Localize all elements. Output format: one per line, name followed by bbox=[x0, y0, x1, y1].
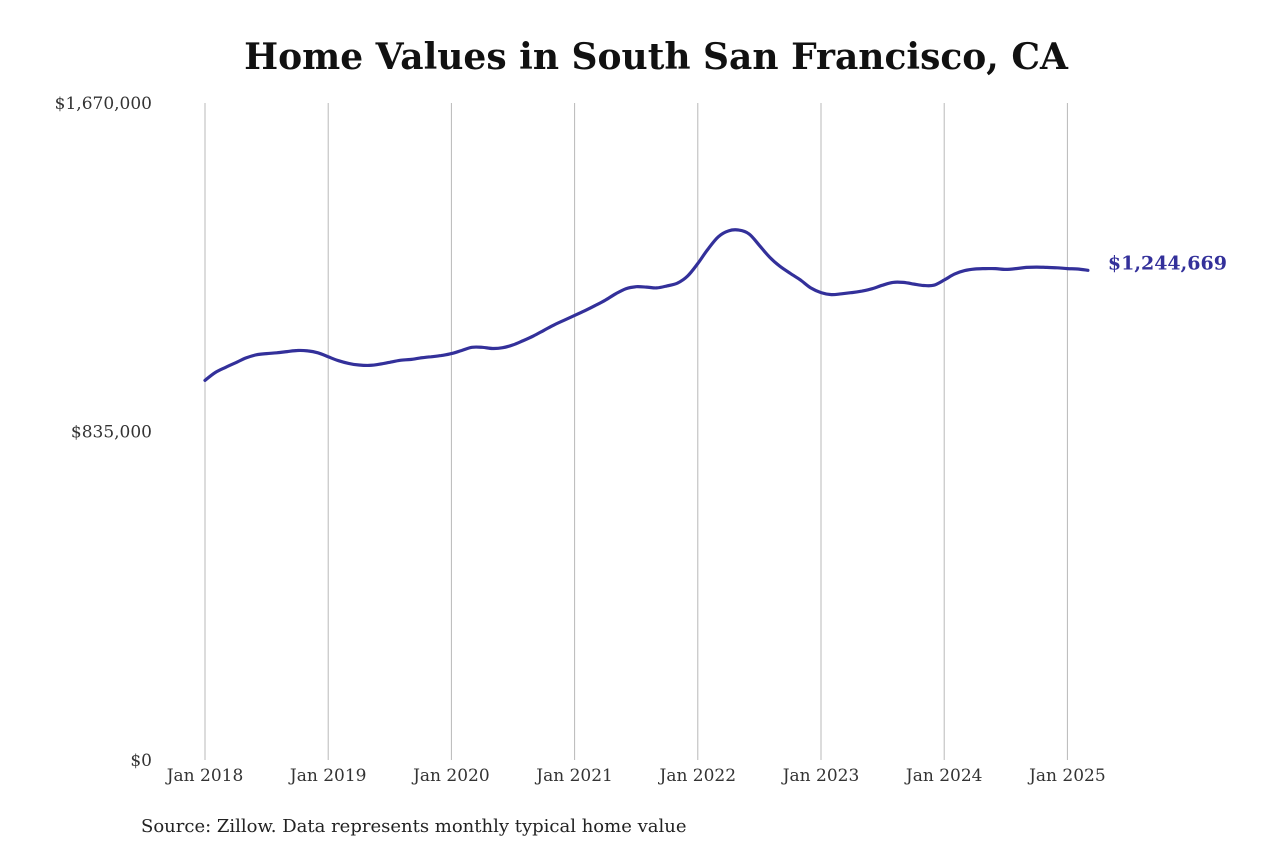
x-tick-label: Jan 2024 bbox=[904, 766, 983, 786]
end-value-label: $1,244,669 bbox=[1108, 252, 1227, 274]
x-tick-label: Jan 2023 bbox=[781, 766, 860, 786]
x-tick-label: Jan 2022 bbox=[658, 766, 737, 786]
x-tick-label: Jan 2025 bbox=[1027, 766, 1106, 786]
x-tick-label: Jan 2020 bbox=[411, 766, 490, 786]
x-axis: Jan 2018 Jan 2019 Jan 2020 Jan 2021 Jan 2022… bbox=[165, 766, 1106, 786]
source-note: Source: Zillow. Data represents monthly … bbox=[141, 816, 687, 837]
y-tick-label: $0 bbox=[130, 751, 152, 771]
gridlines bbox=[204, 103, 1068, 760]
series-layer bbox=[203, 228, 1090, 382]
y-tick-label: $1,670,000 bbox=[55, 94, 152, 114]
x-tick-label: Jan 2019 bbox=[288, 766, 367, 786]
y-tick-label: $835,000 bbox=[71, 423, 152, 443]
y-axis: $0 $835,000 $1,670,000 bbox=[55, 94, 152, 771]
x-tick-label: Jan 2018 bbox=[165, 766, 244, 786]
end-labels: $1,244,669 bbox=[1108, 252, 1227, 274]
chart-title: Home Values in South San Francisco, CA bbox=[244, 36, 1068, 78]
series-line bbox=[203, 228, 1090, 382]
x-tick-label: Jan 2021 bbox=[534, 766, 613, 786]
